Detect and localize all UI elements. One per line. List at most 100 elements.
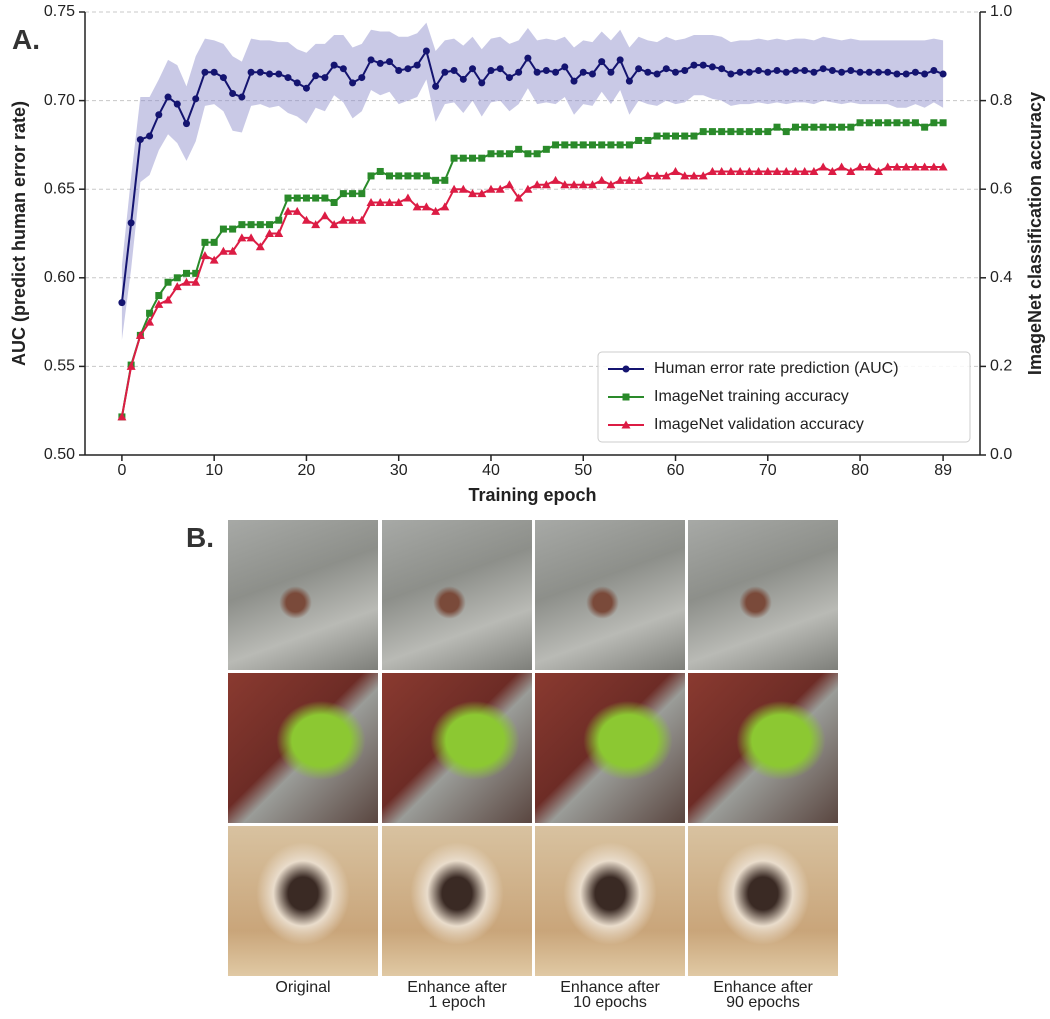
point [302,194,310,202]
point [320,211,330,220]
point [597,175,607,184]
point [441,176,449,184]
point [782,128,790,136]
point [395,172,403,180]
point [533,68,541,76]
point [191,277,201,286]
y2-tick-label: 0.2 [990,358,1012,375]
point [764,128,772,136]
point [672,132,680,140]
point [155,111,163,119]
point [856,68,864,76]
point [330,61,338,69]
point [238,221,246,229]
point [367,172,375,180]
point [321,194,329,202]
point [311,220,321,229]
point [523,184,533,193]
image-caption: Enhance after 90 epochs [713,979,813,1011]
point [874,166,884,175]
point [551,175,561,184]
point [810,68,818,76]
point [930,119,938,127]
point [661,171,671,180]
point [809,166,819,175]
point [229,225,237,233]
point [598,141,606,149]
point [587,180,597,189]
point [707,166,717,175]
point [718,65,726,73]
point [459,154,467,162]
point [726,166,736,175]
point [135,330,145,339]
point [172,282,182,291]
example-image [535,673,685,823]
point [275,70,283,78]
point [219,225,227,233]
example-image [228,673,378,823]
point [791,123,799,131]
point [791,66,799,74]
point [284,74,292,82]
point [838,68,846,76]
point [449,184,459,193]
error-band [121,22,944,340]
example-image [228,826,378,976]
y2-axis-label: ImageNet classification accuracy [1025,92,1045,375]
point [127,219,135,227]
point [349,190,357,198]
point [514,193,524,202]
point [727,70,735,78]
point [622,393,630,401]
point [745,128,753,136]
point [404,65,412,73]
point [367,56,375,64]
example-image [535,520,685,670]
y2-tick-label: 0.4 [990,269,1012,286]
example-image [382,826,532,976]
point [828,66,836,74]
point [569,180,579,189]
point [210,238,218,246]
chart: 0.50 0.55 0.60 0.65 0.70 0.75 0.0 0.2 0.4 0.6 0.8 1… [9,3,1045,505]
point [921,70,929,78]
y-tick-label: 0.50 [44,446,75,463]
point [662,132,670,140]
point [790,166,800,175]
point [210,68,218,76]
point [421,202,431,211]
point [745,68,753,76]
point [921,123,929,131]
example-image [688,826,838,976]
point [403,193,413,202]
point [875,68,883,76]
example-image [688,520,838,670]
point [192,269,200,277]
point [532,180,542,189]
point [837,162,847,171]
legend-label: ImageNet validation accuracy [654,416,864,433]
point [625,77,633,85]
point [763,166,773,175]
point [541,180,551,189]
point [247,68,255,76]
point [939,70,947,78]
point [145,317,155,326]
point [755,128,763,136]
point [338,215,348,224]
point [284,194,292,202]
x-tick-label: 20 [298,462,316,479]
point [283,206,293,215]
point [348,215,358,224]
point [828,123,836,131]
point [560,180,570,189]
point [469,65,477,73]
y-tick-label: 0.65 [44,180,75,197]
point [274,229,284,237]
point [755,66,763,74]
point [652,171,662,180]
point [358,190,366,198]
point [487,150,495,158]
point [458,184,468,193]
